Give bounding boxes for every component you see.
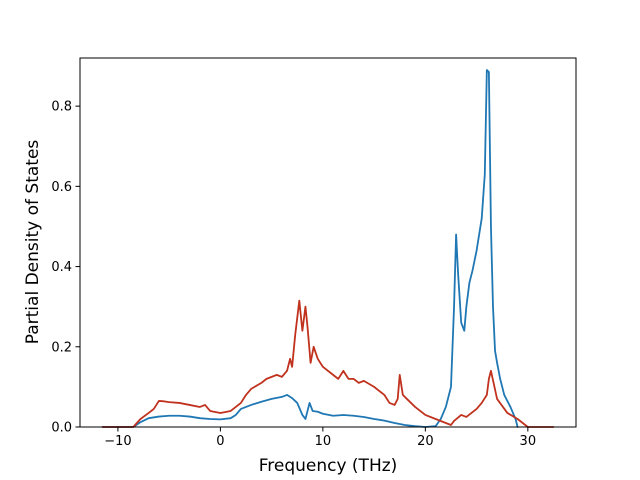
y-axis-title: Partial Density of States	[23, 140, 43, 345]
x-tick-label: 30	[520, 434, 537, 449]
x-axis-title: Frequency (THz)	[259, 456, 398, 476]
y-tick-label: 0.8	[51, 100, 72, 115]
y-tick-label: 0.6	[51, 180, 72, 195]
y-tick-label: 0.2	[51, 340, 72, 355]
x-tick-label: −10	[104, 434, 131, 449]
series-line-1	[101, 69, 519, 428]
plot-frame	[79, 57, 577, 428]
y-tick-label: 0.4	[51, 260, 72, 275]
y-axis: 0.0 0.2 0.4 0.6 0.8	[51, 100, 80, 436]
series-line-2	[101, 299, 555, 428]
x-tick-label: 20	[417, 434, 434, 449]
series-layer	[101, 69, 555, 428]
x-tick-label: 10	[315, 434, 332, 449]
x-tick-label: 0	[216, 434, 224, 449]
y-tick-label: 0.0	[51, 421, 72, 436]
x-axis: −10 0 10 20 30	[104, 427, 536, 449]
